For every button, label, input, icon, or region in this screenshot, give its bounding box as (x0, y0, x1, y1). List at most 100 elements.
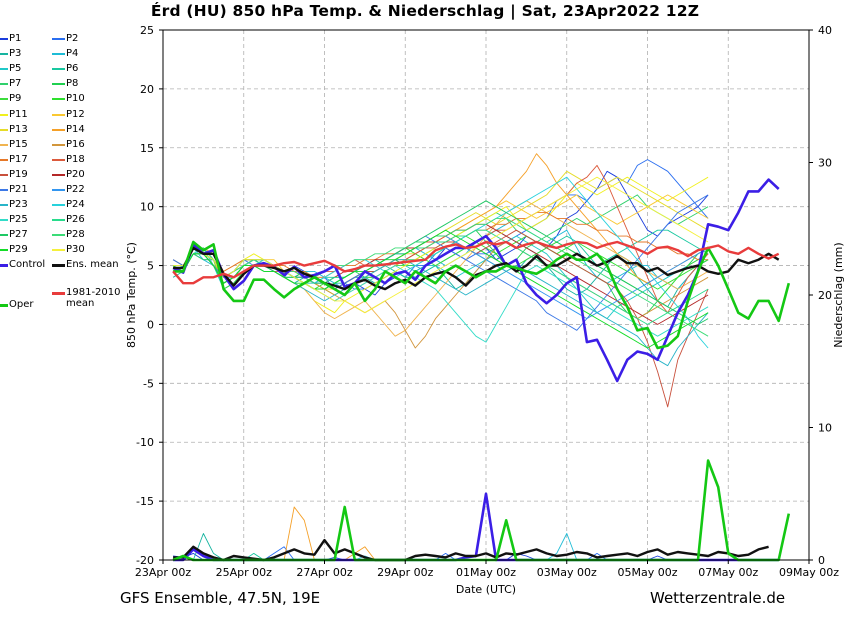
temp-line-1981-2010-mean (172, 240, 780, 285)
legend-swatch (0, 234, 8, 237)
legend-item: P20 (52, 168, 85, 182)
temp-line-ens-mean (173, 246, 780, 291)
temp-line-p29 (172, 229, 709, 349)
model-caption: GFS Ensemble, 47.5N, 19E (120, 589, 321, 607)
legend-label: P27 (9, 229, 28, 241)
y-tick-label: -5 (143, 377, 154, 390)
temp-line-p18 (173, 164, 709, 314)
y2-tick-label: 0 (818, 554, 825, 567)
legend-swatch (0, 249, 8, 252)
legend-label: P8 (66, 78, 79, 90)
legend-item: P14 (52, 123, 85, 137)
legend-swatch (0, 38, 8, 40)
legend-item: P6 (52, 62, 78, 76)
legend-swatch (0, 128, 8, 131)
legend-swatch (52, 173, 65, 176)
legend-swatch (52, 38, 65, 40)
site-caption[interactable]: Wetterzentrale.de (650, 589, 786, 607)
legend-item: Oper (0, 298, 33, 312)
legend-swatch (0, 263, 8, 267)
legend-item: P15 (0, 138, 28, 152)
legend-swatch (0, 53, 8, 56)
legend-item: P8 (52, 77, 78, 91)
legend-item: P19 (0, 168, 28, 182)
temp-line-oper (173, 240, 791, 350)
legend-label: P19 (9, 168, 28, 180)
legend-label: P3 (9, 48, 22, 60)
y-axis-label: 850 hPa Temp. (°C) (125, 242, 138, 348)
legend-item: P23 (0, 198, 28, 212)
legend-label: P21 (9, 184, 28, 195)
legend-label: P11 (9, 108, 28, 120)
legend-item: P29 (0, 243, 28, 257)
legend-label: P22 (66, 184, 85, 195)
legend-swatch (52, 189, 65, 191)
legend-item: P21 (0, 183, 28, 197)
legend-label: P29 (9, 244, 28, 256)
x-tick-label: 29Apr 00z (377, 566, 434, 579)
axes: 25 20 15 10 5 0 -5 -10 -15 -20 40 30 20 10 0 23Apr 00z 2… (135, 24, 839, 579)
legend-swatch (0, 173, 8, 176)
temp-line-p30 (173, 176, 709, 314)
legend-label: P17 (9, 153, 28, 165)
y-tick-label: -10 (136, 436, 154, 449)
grid (163, 30, 810, 560)
legend-swatch (0, 303, 8, 307)
x-tick-label: 03May 00z (537, 566, 597, 579)
legend-label: P20 (66, 168, 85, 180)
precip-line-p14 (173, 506, 709, 561)
legend-swatch (52, 68, 65, 71)
legend-item: P30 (52, 243, 85, 257)
legend-label: P6 (66, 63, 79, 75)
legend-item: P2 (52, 32, 78, 46)
legend-swatch (52, 204, 65, 207)
legend-item: P16 (52, 138, 85, 152)
legend-item: P13 (0, 123, 28, 137)
y-tick-label: 5 (147, 260, 154, 273)
y-tick-label: 0 (147, 318, 154, 331)
legend-label: P26 (66, 214, 85, 226)
legend-label: P18 (66, 153, 85, 165)
legend-swatch (52, 291, 65, 295)
y-tick-label: 15 (140, 142, 154, 155)
temp-lines (172, 153, 791, 408)
legend-swatch (52, 128, 65, 131)
legend-item: 1981-2010 mean (52, 286, 121, 309)
y2-tick-label: 10 (818, 422, 832, 435)
legend-label: P2 (66, 33, 79, 44)
legend-item: P17 (0, 153, 28, 167)
legend-label: P10 (66, 93, 85, 105)
legend-label: P24 (66, 199, 85, 211)
legend-item: P7 (0, 77, 21, 91)
legend-label: P30 (66, 244, 85, 256)
y2-tick-label: 20 (818, 289, 832, 302)
legend-swatch (52, 158, 65, 161)
legend-label: P16 (66, 138, 85, 150)
legend-label: P12 (66, 108, 85, 120)
legend-swatch (52, 219, 65, 222)
legend-label: 1981-2010 (66, 287, 121, 298)
legend-label: P13 (9, 123, 28, 135)
legend-item: P25 (0, 213, 28, 227)
legend-label: P4 (66, 48, 79, 60)
legend-label: P1 (9, 33, 22, 44)
legend-swatch (52, 53, 65, 56)
y2-tick-label: 30 (818, 157, 832, 170)
y-tick-label: 25 (140, 24, 154, 37)
legend-item: P27 (0, 228, 28, 242)
legend-swatch (0, 113, 8, 116)
legend-item: P18 (52, 153, 85, 167)
legend-swatch (0, 98, 8, 101)
x-tick-label: 01May 00z (456, 566, 516, 579)
legend-swatch (52, 143, 65, 146)
legend-swatch (0, 189, 8, 191)
legend-swatch (0, 204, 8, 207)
y-tick-label: -20 (136, 554, 154, 567)
legend-item: P11 (0, 108, 28, 122)
y-tick-label: 20 (140, 83, 154, 96)
legend-label: Control (9, 259, 46, 270)
legend-swatch (52, 113, 65, 116)
x-tick-label: 09May 00z (779, 566, 839, 579)
y2-tick-label: 40 (818, 24, 832, 37)
x-axis-label: Date (UTC) (456, 583, 516, 596)
